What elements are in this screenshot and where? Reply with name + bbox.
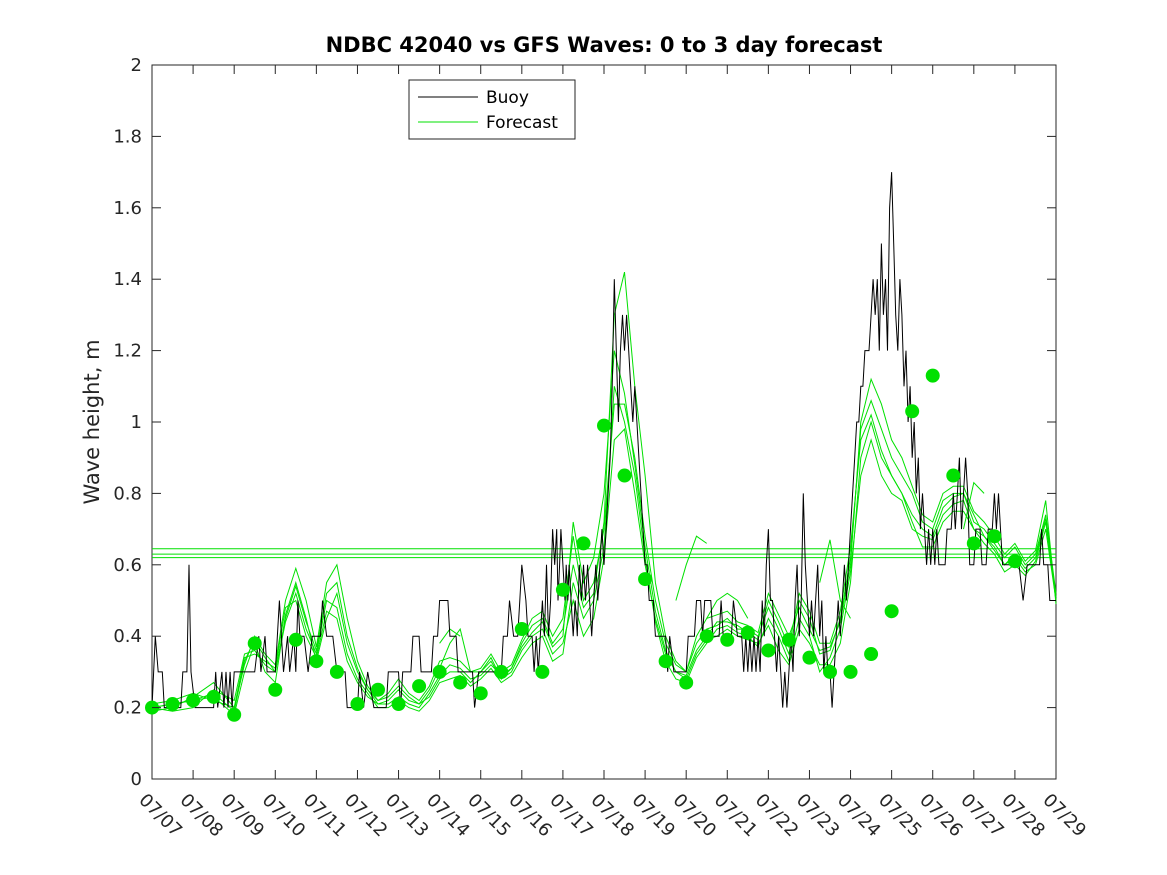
- forecast-marker: [740, 625, 755, 640]
- forecast-marker: [987, 529, 1002, 544]
- forecast-series-line: [151, 420, 1057, 716]
- forecast-marker: [946, 468, 961, 483]
- forecast-segment-line: [675, 535, 707, 601]
- y-tick-label: 1.4: [113, 269, 142, 290]
- forecast-marker: [576, 536, 591, 551]
- y-tick-label: 1: [131, 412, 142, 433]
- marker-layer: [145, 368, 1022, 722]
- forecast-marker: [432, 664, 447, 679]
- forecast-marker: [309, 654, 324, 669]
- forecast-marker: [864, 647, 879, 662]
- forecast-marker: [884, 604, 899, 619]
- forecast-marker: [699, 629, 714, 644]
- y-tick-label: 1.2: [113, 341, 142, 362]
- forecast-marker: [494, 664, 509, 679]
- forecast-marker: [473, 686, 488, 701]
- legend-label-forecast: Forecast: [486, 113, 558, 133]
- forecast-marker: [638, 572, 653, 587]
- y-tick-label: 0.8: [113, 483, 142, 504]
- buoy-line: [151, 172, 1056, 709]
- chart-title: NDBC 42040 vs GFS Waves: 0 to 3 day fore…: [326, 33, 883, 57]
- forecast-marker: [350, 697, 365, 712]
- forecast-marker: [227, 707, 242, 722]
- forecast-series-line: [151, 271, 1057, 713]
- forecast-marker: [186, 693, 201, 708]
- forecast-marker: [658, 654, 673, 669]
- forecast-marker: [761, 643, 776, 658]
- forecast-marker: [966, 536, 981, 551]
- forecast-marker: [843, 664, 858, 679]
- forecast-layer: [151, 271, 1057, 716]
- forecast-marker: [247, 636, 262, 651]
- legend: Buoy Forecast: [408, 79, 576, 140]
- forecast-marker: [720, 632, 735, 647]
- forecast-marker: [555, 582, 570, 597]
- y-tick-label: 1.6: [113, 198, 142, 219]
- y-axis-label: Wave height, m: [80, 339, 104, 504]
- y-tick-label: 0: [131, 769, 142, 790]
- forecast-marker: [823, 664, 837, 679]
- y-tick-label: 0.4: [113, 626, 142, 647]
- y-tick-label: 2: [131, 55, 142, 76]
- forecast-segment-line: [819, 539, 851, 619]
- legend-label-buoy: Buoy: [486, 88, 529, 108]
- forecast-marker: [535, 664, 550, 679]
- forecast-marker: [371, 682, 385, 697]
- forecast-series-line: [151, 350, 1057, 709]
- forecast-segment-line: [706, 592, 749, 619]
- forecast-marker: [597, 418, 611, 433]
- forecast-marker: [617, 468, 632, 483]
- forecast-series-line: [151, 386, 1057, 712]
- forecast-marker: [329, 664, 344, 679]
- forecast-marker: [1007, 554, 1022, 569]
- forecast-marker: [288, 632, 303, 647]
- y-tick-label: 0.6: [113, 555, 142, 576]
- forecast-marker: [165, 697, 180, 712]
- forecast-marker: [905, 404, 920, 419]
- forecast-marker: [206, 689, 221, 704]
- forecast-marker: [925, 368, 940, 383]
- forecast-marker: [514, 622, 529, 637]
- forecast-marker: [453, 675, 468, 690]
- forecast-marker: [412, 679, 427, 694]
- y-tick-label: 1.8: [113, 126, 142, 147]
- forecast-marker: [391, 697, 406, 712]
- legend-box: [408, 79, 576, 140]
- forecast-marker: [679, 675, 694, 690]
- forecast-series-line: [151, 399, 1057, 712]
- forecast-marker: [802, 650, 817, 665]
- forecast-marker: [781, 632, 796, 647]
- forecast-marker: [268, 682, 283, 697]
- y-tick-label: 0.2: [113, 698, 142, 719]
- buoy-layer: [151, 172, 1056, 709]
- forecast-segment-line: [963, 481, 985, 530]
